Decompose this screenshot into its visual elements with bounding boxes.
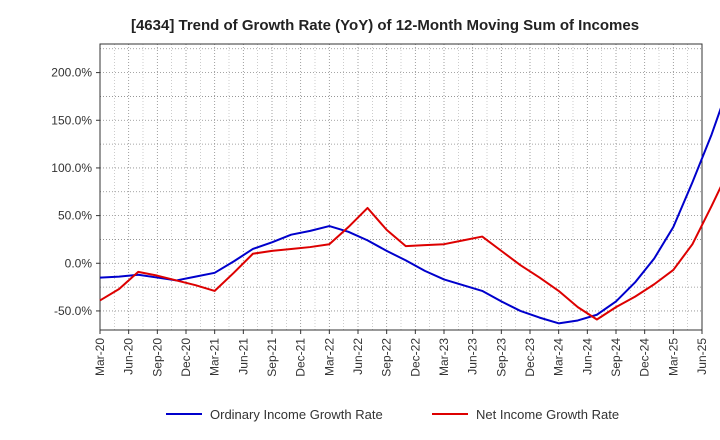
x-tick-label: Sep-24 <box>609 338 623 377</box>
x-tick-label: Sep-21 <box>265 338 279 377</box>
x-tick-label: Jun-23 <box>466 338 480 375</box>
y-tick-label: 150.0% <box>51 113 92 127</box>
x-tick-label: Jun-24 <box>580 338 594 375</box>
grid-lines <box>99 44 703 330</box>
x-tick-label: Dec-20 <box>179 338 193 377</box>
x-tick-label: Sep-20 <box>150 338 164 377</box>
x-tick-label: Mar-25 <box>666 338 680 376</box>
series-line-1 <box>99 107 720 325</box>
x-tick-label: Dec-24 <box>638 338 652 377</box>
x-tick-label: Jun-21 <box>236 338 250 375</box>
x-axis-ticks: Mar-20 Jun-20 Sep-20 Dec-20 Mar-21 Jun-21 Sep-… <box>93 330 709 377</box>
x-tick-label: Mar-24 <box>552 338 566 376</box>
legend-label-1: Ordinary Income Growth Rate <box>210 407 383 422</box>
y-tick-label: 50.0% <box>58 209 92 223</box>
legend: Ordinary Income Growth Rate Net Income Gr… <box>166 407 619 422</box>
x-tick-label: Mar-20 <box>93 338 107 376</box>
x-tick-label: Jun-22 <box>351 338 365 375</box>
x-tick-label: Mar-22 <box>322 338 336 376</box>
y-tick-label: 0.0% <box>65 256 93 270</box>
x-tick-label: Sep-23 <box>494 338 508 377</box>
series-lines <box>99 107 720 325</box>
x-tick-label: Jun-25 <box>695 338 709 375</box>
x-tick-label: Sep-22 <box>380 338 394 377</box>
plot-area <box>99 43 703 331</box>
x-tick-label: Mar-23 <box>437 338 451 376</box>
series-line-2 <box>99 186 720 321</box>
x-tick-label: Jun-20 <box>122 338 136 375</box>
x-tick-label: Dec-21 <box>294 338 308 377</box>
y-tick-label: 100.0% <box>51 161 92 175</box>
y-axis-ticks: -50.0% 0.0% 50.0% 100.0% 150.0% 200.0% <box>51 66 100 318</box>
x-tick-label: Dec-23 <box>523 338 537 377</box>
y-tick-label: -50.0% <box>54 304 92 318</box>
legend-label-2: Net Income Growth Rate <box>476 407 619 422</box>
x-tick-label: Dec-22 <box>408 338 422 377</box>
x-tick-label: Mar-21 <box>208 338 222 376</box>
y-tick-label: 200.0% <box>51 66 92 80</box>
chart-title: [4634] Trend of Growth Rate (YoY) of 12-… <box>131 17 639 34</box>
